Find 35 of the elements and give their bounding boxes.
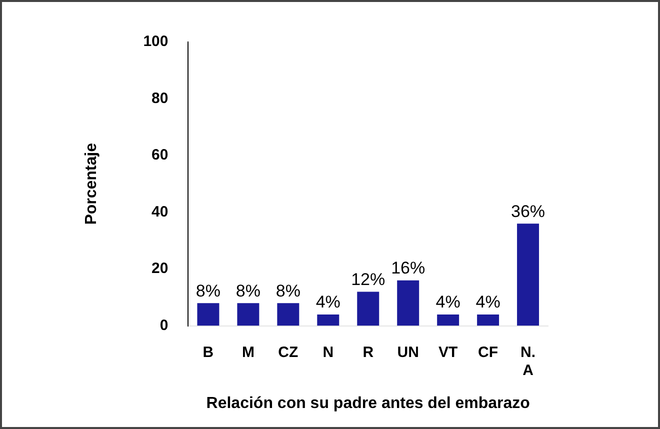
bar: [517, 224, 540, 326]
bar: [477, 314, 500, 326]
x-tick-label: CZ: [278, 344, 298, 361]
bar: [357, 292, 380, 326]
x-tick-label: CF: [478, 344, 498, 361]
y-tick-label: 60: [152, 146, 168, 164]
y-axis-title: Porcentaje: [83, 142, 100, 225]
bar: [237, 303, 260, 326]
data-label: 8%: [236, 281, 260, 300]
y-tick-label: 20: [152, 260, 168, 278]
x-tick-label: N: [322, 344, 334, 361]
bar: [277, 303, 300, 326]
x-axis-title: Relación con su padre antes del embarazo: [206, 394, 530, 412]
data-label: 8%: [276, 281, 300, 300]
y-tick-label: 0: [160, 316, 168, 334]
data-label: 8%: [196, 281, 221, 300]
data-label: 4%: [476, 292, 500, 312]
y-tick-label: 100: [143, 33, 168, 50]
data-label: 36%: [510, 202, 546, 221]
x-tick-label: N. A: [520, 344, 536, 379]
x-tick-label: M: [242, 344, 254, 361]
data-label: 4%: [316, 292, 340, 312]
x-tick-label: B: [202, 344, 214, 361]
bar: [197, 303, 220, 326]
y-tick-label: 40: [152, 203, 168, 220]
x-tick-label: R: [362, 344, 374, 361]
bar: [397, 280, 420, 326]
data-label: 4%: [436, 292, 460, 312]
x-tick-label: UN: [397, 344, 419, 361]
data-label: 16%: [391, 258, 426, 278]
bar: [437, 314, 460, 326]
bar: [317, 314, 340, 326]
x-tick-label: VT: [438, 344, 458, 361]
y-tick-label: 80: [152, 90, 168, 107]
data-label: 12%: [351, 270, 386, 289]
